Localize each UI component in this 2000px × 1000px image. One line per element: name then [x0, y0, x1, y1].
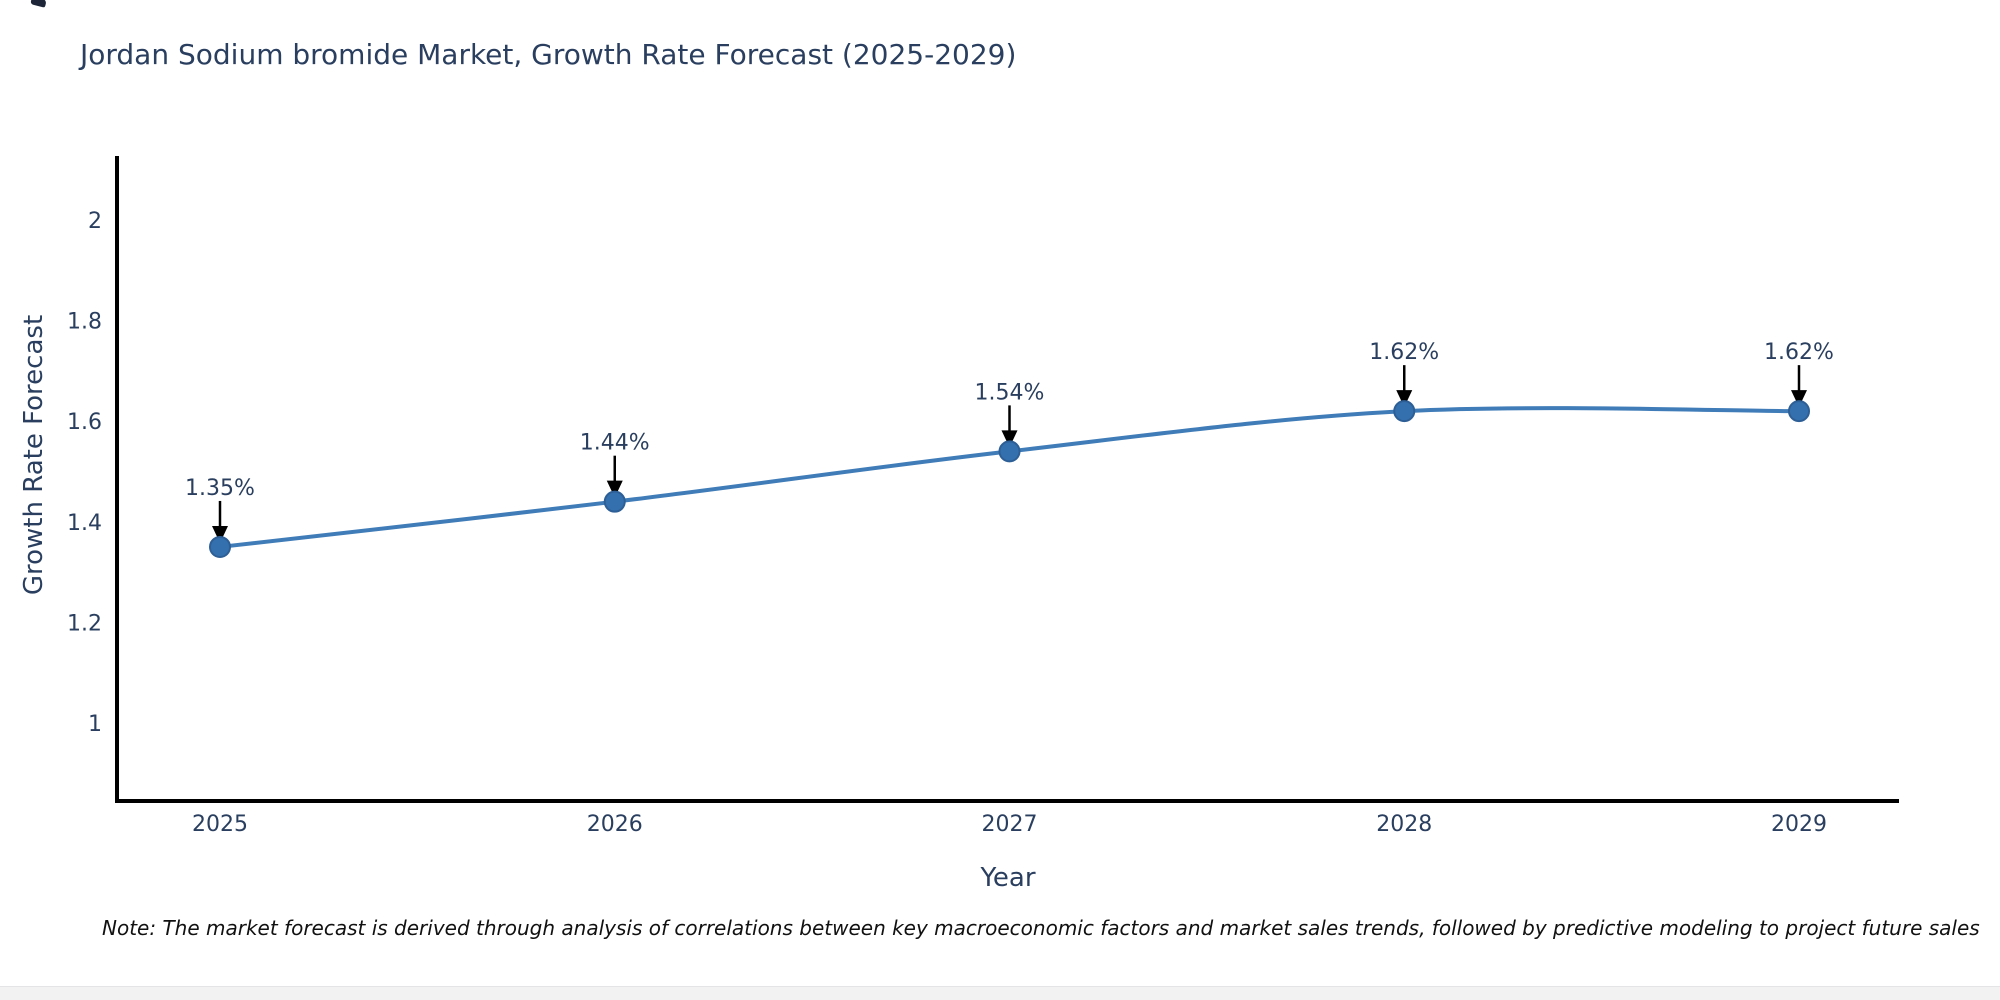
data-point-marker[interactable] — [603, 490, 626, 513]
y-tick-label: 2 — [88, 209, 102, 234]
data-point-marker[interactable] — [1393, 400, 1416, 423]
point-value-label: 1.62% — [1369, 340, 1439, 365]
annotation-arrow-head — [1001, 430, 1018, 448]
data-point-marker[interactable] — [1788, 400, 1810, 423]
y-tick-label: 1 — [88, 712, 102, 737]
y-tick-label: 1.8 — [67, 310, 102, 335]
annotation-arrow-head — [1791, 390, 1807, 408]
point-value-label: 1.62% — [1764, 340, 1834, 365]
x-tick-label: 2026 — [587, 812, 643, 837]
x-tick-label: 2025 — [192, 812, 248, 837]
chart-title: Jordan Sodium bromide Market, Growth Rat… — [80, 38, 1017, 71]
data-point-marker[interactable] — [209, 535, 231, 558]
y-tick-label: 1.6 — [67, 410, 102, 435]
data-point-marker[interactable] — [998, 440, 1021, 463]
point-value-label: 1.44% — [580, 431, 650, 456]
footnote: Note: The market forecast is derived thr… — [102, 916, 1980, 940]
y-axis-title: Growth Rate Forecast — [19, 315, 49, 595]
x-axis-title: Year — [979, 863, 1035, 893]
annotation-arrow-head — [606, 480, 623, 498]
point-value-label: 1.35% — [185, 476, 255, 501]
x-tick-label: 2029 — [1771, 812, 1827, 837]
plot-area: 1 1.2 1.4 1.6 1.8 2 2025 2026 2027 2028 2029 1.35% 1… — [67, 156, 1899, 837]
annotation-arrow-head — [1396, 390, 1413, 408]
x-tick-label: 2028 — [1376, 812, 1432, 837]
x-tick-label: 2027 — [982, 812, 1038, 837]
bottom-strip — [0, 986, 2000, 1000]
y-tick-label: 1.2 — [67, 611, 102, 636]
y-tick-label: 1.4 — [67, 511, 102, 536]
annotation-arrow-head — [212, 525, 228, 543]
point-value-label: 1.54% — [975, 380, 1045, 405]
